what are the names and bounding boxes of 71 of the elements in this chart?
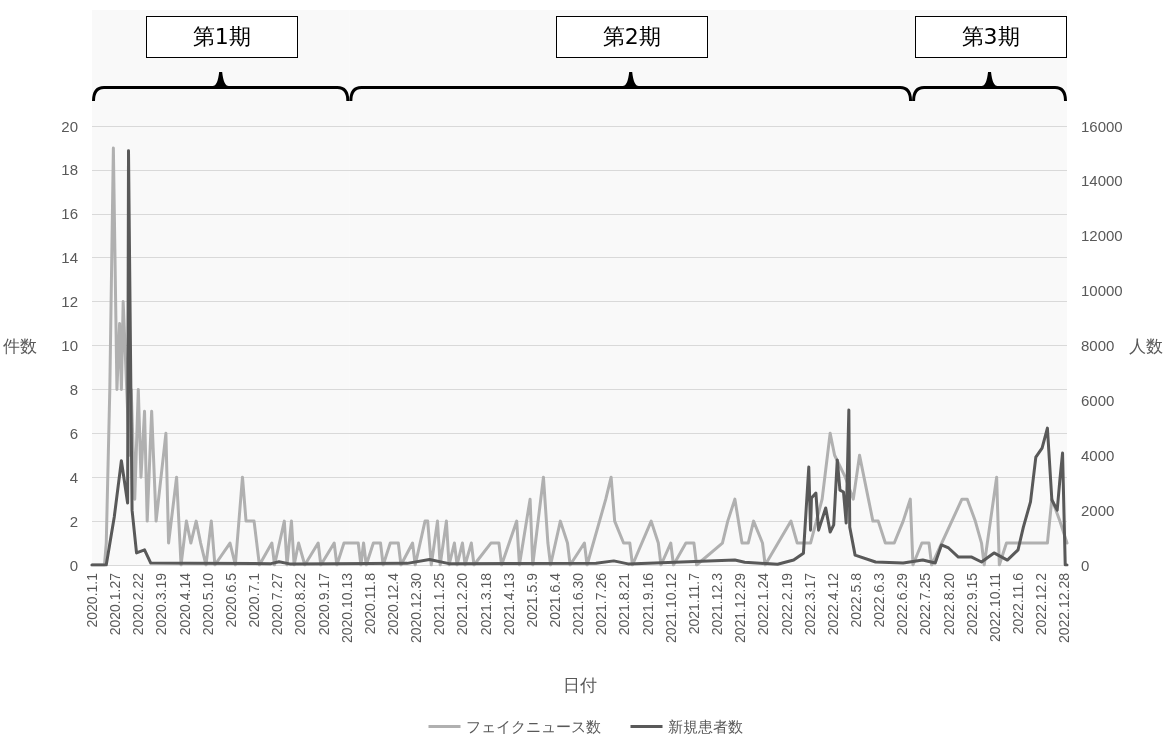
x-tick-label: 2020.4.14 xyxy=(176,572,193,636)
x-tick-label: 2020.1.27 xyxy=(107,572,124,636)
x-tick-label: 2021.11.7 xyxy=(685,572,702,635)
x-tick-label: 2022.7.25 xyxy=(917,572,934,636)
y2-tick-label: 2000 xyxy=(1081,501,1115,519)
x-tick-label: 2020.8.22 xyxy=(292,572,309,636)
x-tick-label: 2022.6.29 xyxy=(894,572,911,636)
x-tick-label: 2022.1.24 xyxy=(755,572,772,636)
x-tick-label: 2020.12.30 xyxy=(408,572,425,644)
x-tick-label: 2020.1.1 xyxy=(84,572,100,628)
x-tick-label: 2021.2.20 xyxy=(454,572,471,636)
x-tick-label: 2020.7.1 xyxy=(246,572,263,628)
x-tick-label: 2020.5.10 xyxy=(199,572,216,636)
x-axis-title: 日付 xyxy=(562,676,597,695)
x-tick-label: 2020.3.19 xyxy=(153,572,170,636)
y-tick-label: 8 xyxy=(69,380,78,398)
y2-tick-label: 0 xyxy=(1081,556,1090,574)
x-tick-label: 2020.11.8 xyxy=(361,572,378,635)
y-tick-label: 20 xyxy=(61,117,78,135)
band-label: 第1期 xyxy=(145,16,298,58)
y-tick-label: 4 xyxy=(69,468,78,486)
y2-axis-title: 人数 xyxy=(1129,335,1163,356)
band-label: 第2期 xyxy=(555,16,708,58)
y-tick-label: 0 xyxy=(69,556,78,574)
x-tick-label: 2022.2.19 xyxy=(778,572,795,636)
y2-tick-label: 12000 xyxy=(1081,227,1123,245)
x-tick-label: 2022.10.11 xyxy=(986,572,1003,643)
x-tick-label: 2021.1.25 xyxy=(431,572,448,636)
x-tick-label: 2021.4.13 xyxy=(500,572,517,636)
x-tick-label: 2022.8.20 xyxy=(940,572,957,636)
x-tick-label: 2022.6.3 xyxy=(871,572,888,628)
legend-label: フェイクニュース数 xyxy=(465,718,601,735)
x-tick-label: 2021.6.30 xyxy=(570,572,587,636)
x-tick-label: 2022.11.6 xyxy=(1010,572,1027,635)
x-tick-label: 2021.5.9 xyxy=(523,572,540,628)
y-axis-title: 件数 xyxy=(3,335,37,356)
y-tick-label: 2 xyxy=(69,512,78,530)
y2-tick-label: 6000 xyxy=(1081,391,1115,409)
x-tick-label: 2022.12.28 xyxy=(1056,572,1073,644)
x-tick-label: 2020.7.27 xyxy=(269,572,286,636)
y-tick-label: 18 xyxy=(61,161,78,179)
legend-label: 新規患者数 xyxy=(667,718,743,735)
y2-tick-label: 8000 xyxy=(1081,337,1115,354)
y-tick-label: 16 xyxy=(61,205,78,223)
y2-tick-label: 14000 xyxy=(1081,172,1123,190)
x-tick-label: 2020.9.17 xyxy=(315,572,332,636)
y-tick-label: 10 xyxy=(61,337,78,354)
x-tick-label: 2022.3.17 xyxy=(801,572,818,636)
x-tick-label: 2021.12.3 xyxy=(709,572,726,636)
x-tick-label: 2021.8.21 xyxy=(616,572,633,636)
y2-tick-label: 4000 xyxy=(1081,446,1115,464)
x-tick-label: 2021.6.4 xyxy=(547,572,564,628)
x-tick-label: 2021.7.26 xyxy=(593,572,610,636)
x-tick-label: 2020.6.5 xyxy=(222,572,239,628)
x-tick-label: 2020.2.22 xyxy=(130,572,147,636)
x-tick-label: 2021.10.12 xyxy=(662,572,679,644)
band-label: 第3期 xyxy=(914,16,1067,58)
y2-tick-label: 10000 xyxy=(1081,282,1123,300)
x-tick-label: 2021.9.16 xyxy=(639,572,656,636)
x-tick-label: 2022.5.8 xyxy=(847,572,864,628)
y-tick-label: 6 xyxy=(69,424,78,442)
x-tick-label: 2022.4.12 xyxy=(824,572,841,636)
y2-tick-label: 16000 xyxy=(1081,117,1123,135)
x-tick-label: 2020.12.4 xyxy=(384,572,401,636)
y-tick-label: 12 xyxy=(61,293,78,311)
x-tick-label: 2020.10.13 xyxy=(338,572,355,644)
x-tick-label: 2022.9.15 xyxy=(963,572,980,636)
y-tick-label: 14 xyxy=(61,249,78,267)
x-tick-label: 2021.12.29 xyxy=(732,572,749,644)
x-tick-label: 2022.12.2 xyxy=(1033,572,1050,636)
x-tick-label: 2021.3.18 xyxy=(477,572,494,636)
